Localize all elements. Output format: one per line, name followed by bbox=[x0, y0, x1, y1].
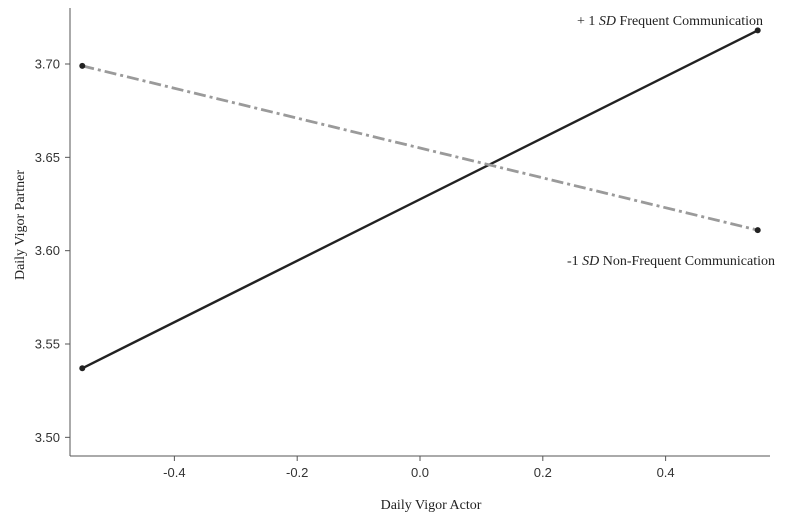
y-tick-label: 3.55 bbox=[35, 337, 60, 352]
annotation-nonfrequent-communication: -1 SD Non-Frequent Communication bbox=[567, 254, 775, 269]
annotation-frequent-communication: + 1 SD Frequent Communication bbox=[577, 14, 763, 29]
x-tick-label: -0.2 bbox=[286, 465, 308, 480]
y-tick-label: 3.70 bbox=[35, 57, 60, 72]
y-tick-label: 3.65 bbox=[35, 150, 60, 165]
series-2-point bbox=[79, 62, 86, 69]
x-tick-label: 0.2 bbox=[534, 465, 552, 480]
series-1-point bbox=[79, 365, 86, 372]
x-tick-label: -0.4 bbox=[163, 465, 185, 480]
annotation-frequent-suffix: Frequent Communication bbox=[616, 14, 763, 29]
x-axis-ticks: -0.4 -0.2 0.0 0.2 0.4 bbox=[163, 456, 675, 480]
annotation-frequent-prefix: + 1 bbox=[577, 14, 599, 29]
series-1-point bbox=[754, 27, 761, 34]
annotation-nonfrequent-suffix: Non-Frequent Communication bbox=[599, 254, 775, 269]
annotation-nonfrequent-prefix: -1 bbox=[567, 254, 582, 269]
series-line-2 bbox=[81, 64, 759, 232]
annotation-nonfrequent-sd: SD bbox=[582, 254, 599, 269]
annotation-frequent-sd: SD bbox=[599, 14, 616, 29]
series-line-1 bbox=[81, 29, 759, 370]
y-axis-ticks: 3.50 3.55 3.60 3.65 3.70 bbox=[35, 57, 70, 445]
x-tick-label: 0.4 bbox=[657, 465, 675, 480]
y-tick-label: 3.50 bbox=[35, 430, 60, 445]
series-2-point bbox=[754, 227, 761, 234]
y-axis-title: Daily Vigor Partner bbox=[13, 170, 28, 280]
series-layer bbox=[79, 27, 761, 372]
x-tick-label: 0.0 bbox=[411, 465, 429, 480]
x-axis-title: Daily Vigor Actor bbox=[381, 498, 482, 513]
y-tick-label: 3.60 bbox=[35, 243, 60, 258]
